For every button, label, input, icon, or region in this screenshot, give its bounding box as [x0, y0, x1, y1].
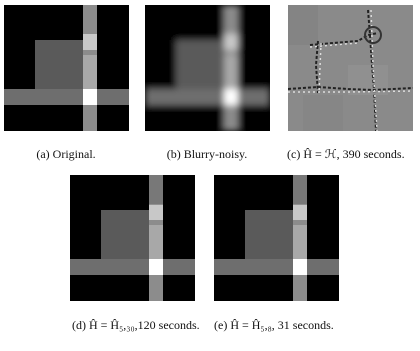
caption: (a) Original.	[36, 147, 96, 161]
image-reconstruction-5-30	[70, 175, 195, 301]
caption: (b) Blurry-noisy.	[166, 147, 248, 161]
caption: (c) Ĥ = ℋ, 390 seconds.	[287, 147, 405, 161]
image-blurry	[145, 5, 270, 131]
caption: (e) Ĥ = Ĥ₅,₈, 31 seconds.	[214, 318, 334, 332]
caption: (d) Ĥ = Ĥ₅,₃₀,120 seconds.	[72, 318, 200, 332]
image-reconstruction-full	[288, 5, 413, 131]
image-original	[4, 5, 129, 131]
image-reconstruction-5-8	[214, 175, 339, 301]
